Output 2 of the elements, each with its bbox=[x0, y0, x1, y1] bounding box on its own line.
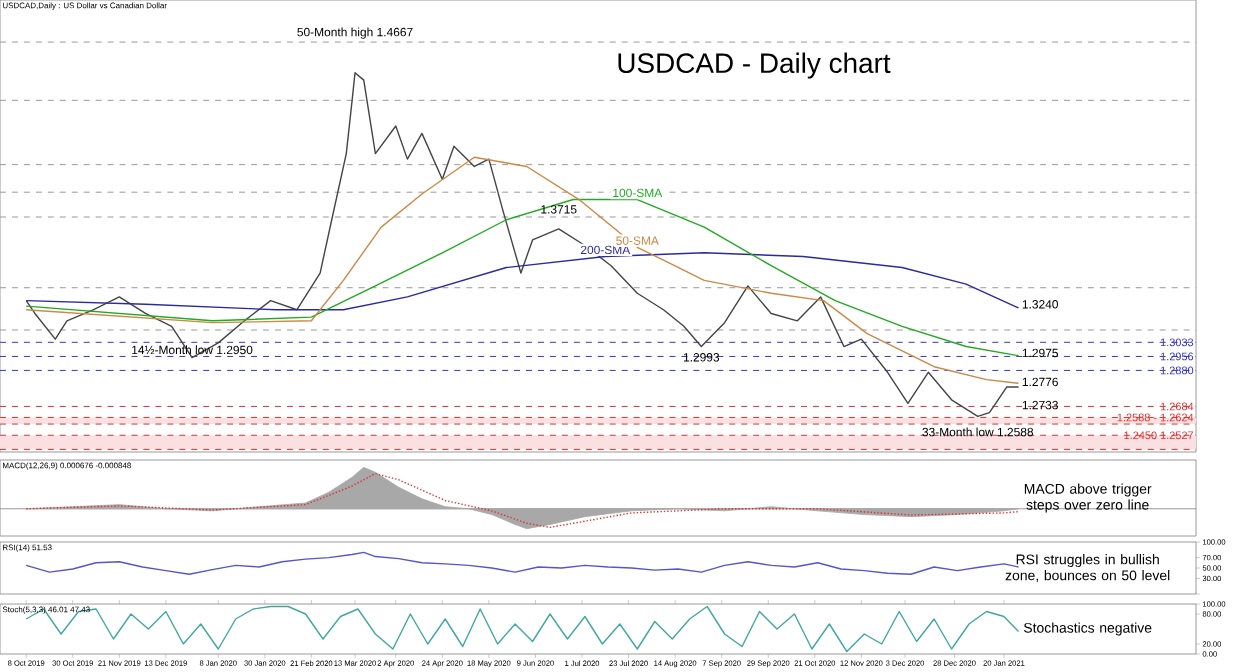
line-series bbox=[25, 551, 1020, 575]
text: USDCAD - Daily chart bbox=[618, 52, 891, 79]
